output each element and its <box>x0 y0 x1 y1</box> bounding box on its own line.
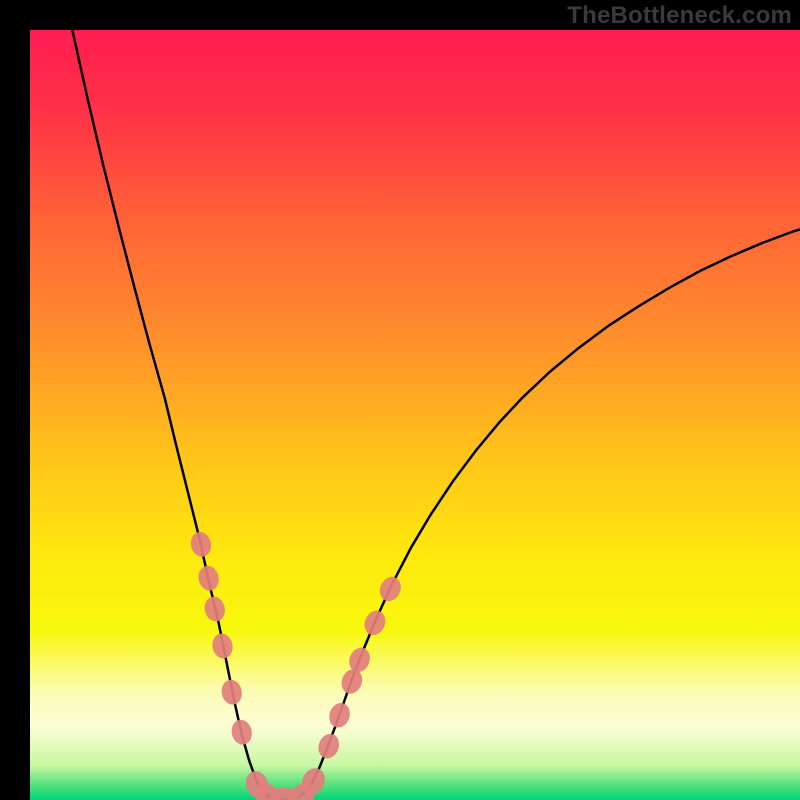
attribution-label: TheBottleneck.com <box>567 2 792 30</box>
outer-frame: TheBottleneck.com <box>0 0 800 800</box>
gradient-background <box>30 30 800 800</box>
bottleneck-curve-chart <box>30 30 800 800</box>
plot-area <box>30 30 800 800</box>
